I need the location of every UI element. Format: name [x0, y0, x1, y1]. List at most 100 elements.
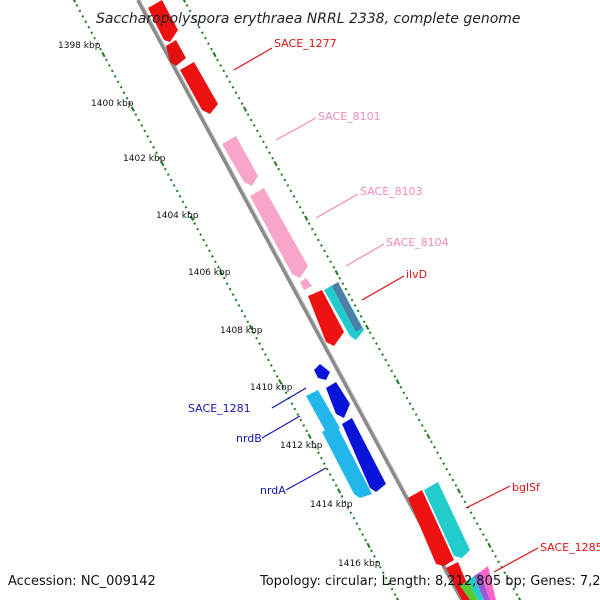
tick-mark: [296, 413, 300, 416]
tick-mark: [381, 353, 384, 356]
tick-mark: [356, 309, 360, 313]
tick-mark: [451, 478, 455, 482]
tick-mark: [258, 342, 261, 345]
tick-mark: [265, 145, 268, 149]
leader-nrda: [285, 467, 327, 491]
tick-mark: [237, 96, 241, 100]
gene-nrda[interactable]: [322, 424, 372, 498]
tick-mark: [326, 255, 329, 258]
tick-mark: [503, 571, 507, 575]
tick-mark: [381, 571, 385, 575]
tick-mark: [185, 4, 189, 7]
tick-mark: [384, 576, 388, 580]
tick-mark: [352, 516, 356, 520]
tick-mark: [243, 106, 248, 112]
gene-bottom-purple[interactable]: [474, 572, 490, 600]
gene-bglsf-red[interactable]: [408, 490, 454, 566]
tick-mark: [478, 527, 482, 531]
gene-ilvd[interactable]: [308, 290, 344, 346]
leader-sace-8103: [315, 193, 359, 219]
gene-label[interactable]: SACE_1285: [540, 541, 600, 554]
tick-mark: [200, 31, 204, 35]
gene-label[interactable]: ilvD: [406, 268, 427, 281]
gene-red-2[interactable]: [166, 40, 186, 66]
gene-bottom-pink[interactable]: [480, 566, 496, 600]
tick-mark: [361, 533, 365, 536]
tick-mark: [512, 587, 516, 591]
gene-nrdb[interactable]: [306, 390, 340, 436]
tick-mark: [128, 102, 132, 105]
tick-mark: [368, 331, 372, 335]
tick-mark: [355, 522, 359, 525]
gene-sace-8103[interactable]: [250, 188, 308, 278]
kbp-label: 1416 kbp: [338, 559, 381, 569]
gene-label[interactable]: SACE_8104: [386, 236, 449, 249]
tick-mark: [344, 287, 348, 291]
tick-mark: [494, 555, 497, 558]
gene-bglsf[interactable]: [424, 482, 470, 558]
tick-mark: [252, 124, 256, 127]
gene-sace-8104[interactable]: [300, 278, 312, 290]
gene-label[interactable]: bglSf: [512, 481, 541, 494]
gene-label[interactable]: SACE_8103: [360, 185, 423, 198]
gene-red-1[interactable]: [148, 0, 178, 42]
tick-mark: [178, 195, 182, 198]
tick-mark: [475, 522, 479, 525]
tick-mark: [140, 124, 144, 127]
tick-mark: [225, 282, 229, 285]
tick-mark: [216, 58, 219, 62]
tick-mark: [99, 47, 102, 51]
tick-mark: [340, 495, 344, 498]
tick-mark: [146, 135, 149, 138]
tick-mark: [289, 189, 293, 193]
tick-mark: [323, 249, 326, 253]
gene-labels: SACE_1277 SACE_8101 SACE_8103 SACE_8104 …: [188, 37, 600, 554]
tick-mark: [119, 85, 123, 89]
tick-mark: [393, 375, 397, 378]
gene-label[interactable]: SACE_1281: [188, 402, 251, 415]
tick-mark: [314, 445, 317, 449]
gene-bottom-teal[interactable]: [468, 576, 484, 600]
gene-nrda-blue[interactable]: [342, 418, 386, 492]
tick-mark: [75, 4, 79, 7]
tick-mark: [331, 478, 335, 482]
tick-mark: [402, 391, 406, 395]
tick-mark: [433, 445, 436, 449]
tick-mark: [349, 511, 353, 515]
tick-mark: [228, 287, 232, 291]
gene-sace-8101[interactable]: [222, 136, 258, 186]
gene-label[interactable]: SACE_1277: [274, 37, 337, 50]
tick-mark: [334, 270, 339, 276]
gene-bottom-green[interactable]: [460, 580, 478, 600]
gene-blue-small[interactable]: [314, 364, 330, 380]
kbp-label: 1414 kbp: [310, 500, 353, 510]
gene-ilvd-steel[interactable]: [332, 282, 362, 332]
tick-mark: [481, 533, 485, 536]
tick-mark: [207, 42, 210, 45]
tick-mark: [304, 215, 309, 221]
leader-sace-1277: [233, 47, 273, 71]
tick-mark: [163, 167, 167, 171]
gene-label[interactable]: nrdA: [260, 484, 286, 497]
tick-mark: [317, 238, 320, 242]
gene-sace-1281[interactable]: [326, 382, 350, 418]
leader-sace-1281: [271, 387, 307, 409]
tick-mark: [390, 369, 394, 373]
tick-mark: [152, 145, 155, 149]
tick-mark: [234, 91, 238, 95]
tick-mark: [378, 565, 382, 569]
gene-label[interactable]: SACE_8101: [318, 110, 381, 123]
map-title: Saccharopolyspora erythraea NRRL 2338, c…: [96, 11, 521, 27]
tick-mark: [350, 298, 354, 302]
tick-mark: [393, 593, 397, 596]
gene-label[interactable]: nrdB: [236, 432, 262, 445]
tick-mark: [387, 582, 391, 585]
gene-features[interactable]: [148, 0, 496, 600]
tick-mark: [214, 260, 217, 264]
gene-sace-1277[interactable]: [180, 62, 218, 114]
tick-mark: [188, 9, 192, 13]
tick-mark: [193, 222, 197, 225]
tick-mark: [211, 255, 214, 258]
